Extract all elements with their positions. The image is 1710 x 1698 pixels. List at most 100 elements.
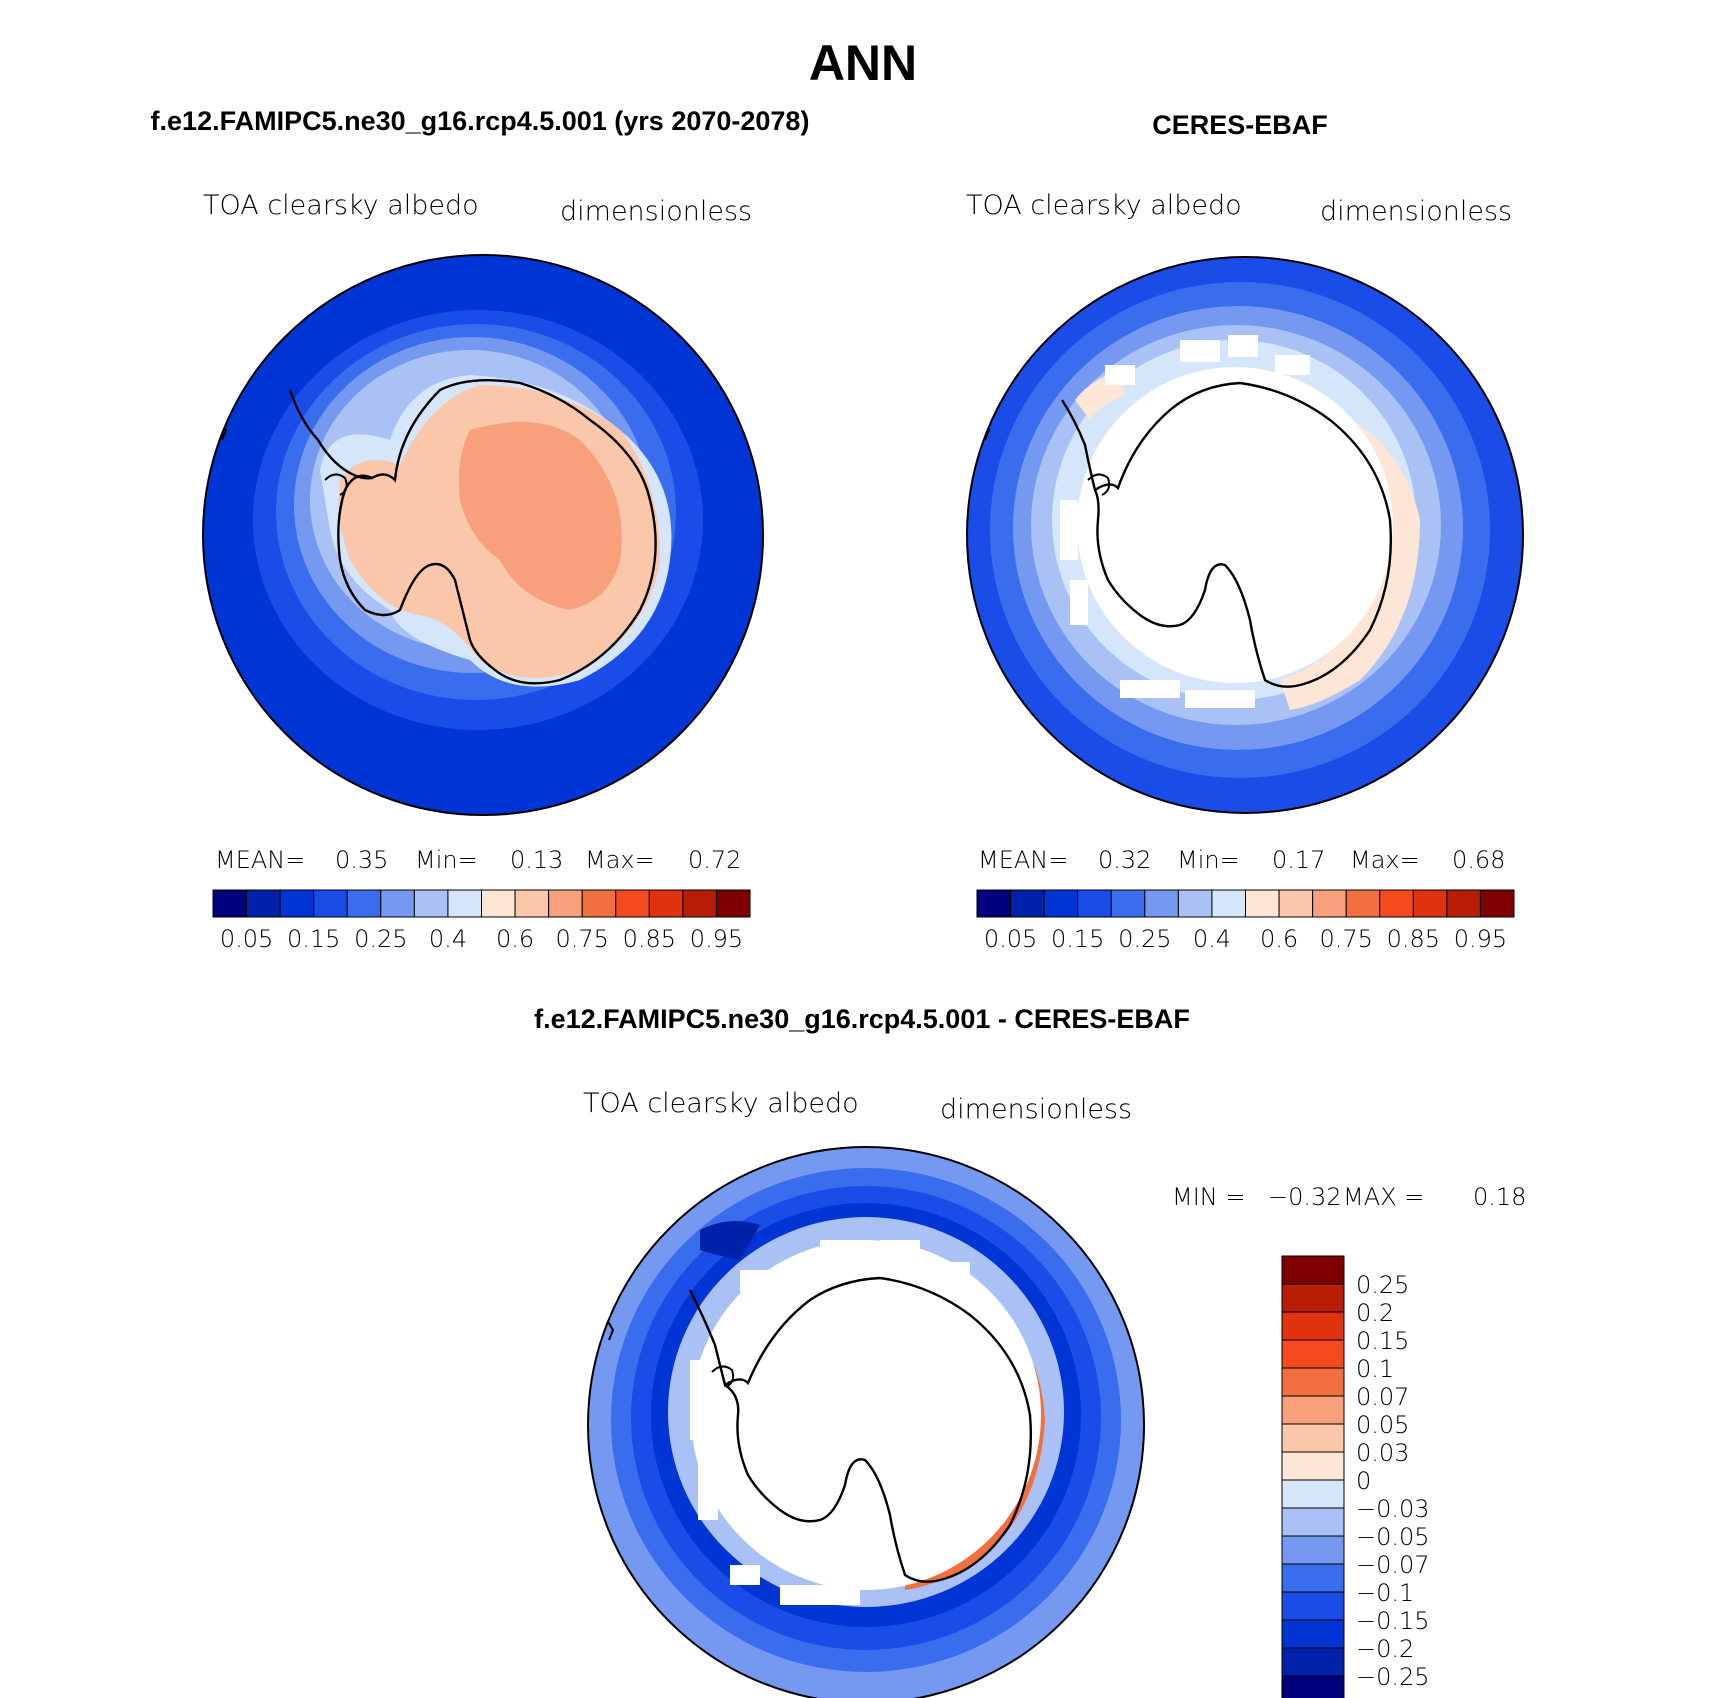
svg-text:Max=: Max= xyxy=(1350,846,1420,874)
svg-text:Max=: Max= xyxy=(585,846,655,874)
colorbar-obs-swatch xyxy=(1211,889,1246,918)
colorbar-obs-swatch xyxy=(1379,889,1414,918)
colorbar-diff-tick-label: −0.2 xyxy=(1356,1635,1414,1663)
panel-model-variable: TOA clearsky albedo xyxy=(203,190,479,221)
colorbar-diff-swatch xyxy=(1281,1395,1345,1425)
stats-obs-max: 0.68 xyxy=(1452,846,1505,874)
panel-diff-header: f.e12.FAMIPC5.ne30_g16.rcp4.5.001 - CERE… xyxy=(534,1004,1190,1034)
svg-text:Min=: Min= xyxy=(1177,846,1240,874)
colorbar-diff-tick-label: 0.15 xyxy=(1356,1327,1409,1355)
panel-obs-header: CERES-EBAF xyxy=(1152,110,1328,140)
colorbar-diff: 0.250.20.150.10.070.050.030−0.03−0.05−0.… xyxy=(1281,1255,1430,1698)
colorbar-diff-swatch xyxy=(1281,1311,1345,1341)
colorbar-obs-tick-label: 0.15 xyxy=(1051,925,1104,953)
stats-diff-max: 0.18 xyxy=(1473,1183,1526,1211)
colorbar-obs-swatch xyxy=(1144,889,1179,918)
stats-obs: MEAN= 0.32 Min= 0.17 Max= 0.68 xyxy=(978,846,1505,874)
colorbar-obs-swatch xyxy=(1245,889,1280,918)
colorbar-diff-swatch xyxy=(1281,1339,1345,1369)
colorbar-diff-tick-label: −0.25 xyxy=(1356,1663,1430,1691)
colorbar-model-swatch xyxy=(682,889,717,918)
colorbar-diff-tick-label: 0 xyxy=(1356,1467,1371,1495)
colorbar-obs-swatch xyxy=(1177,889,1213,918)
stats-model-max: 0.72 xyxy=(688,846,741,874)
colorbar-diff-swatch xyxy=(1281,1283,1345,1313)
map-model-border xyxy=(202,254,764,816)
colorbar-obs-tick-label: 0.95 xyxy=(1454,925,1507,953)
colorbar-diff-swatch xyxy=(1281,1479,1345,1509)
colorbar-obs-tick-label: 0.25 xyxy=(1118,925,1171,953)
colorbar-model-swatch xyxy=(313,889,348,918)
svg-text:MEAN=: MEAN= xyxy=(215,846,305,874)
colorbar-diff-tick-label: 0.03 xyxy=(1356,1439,1409,1467)
colorbar-model-swatch xyxy=(715,889,751,918)
colorbar-model-tick-label: 0.95 xyxy=(690,925,743,953)
colorbar-diff-tick-label: −0.07 xyxy=(1356,1551,1430,1579)
svg-text:Min=: Min= xyxy=(415,846,478,874)
stats-obs-mean: 0.32 xyxy=(1098,846,1151,874)
svg-text:MIN =: MIN = xyxy=(1172,1183,1245,1211)
stats-diff-min: −0.32 xyxy=(1268,1183,1342,1211)
colorbar-model-tick-label: 0.6 xyxy=(496,925,534,953)
colorbar-model-tick-label: 0.15 xyxy=(287,925,340,953)
colorbar-obs-swatch xyxy=(976,889,1012,918)
colorbar-diff-swatch xyxy=(1281,1451,1345,1481)
panel-model-header: f.e12.FAMIPC5.ne30_g16.rcp4.5.001 (yrs 2… xyxy=(151,106,810,136)
panel-obs-units: dimensionless xyxy=(1320,196,1512,227)
colorbar-diff-swatch xyxy=(1281,1507,1345,1537)
stats-model-min: 0.13 xyxy=(510,846,563,874)
colorbar-obs-swatch xyxy=(1312,889,1347,918)
panel-obs-variable: TOA clearsky albedo xyxy=(966,190,1242,221)
stats-model-mean: 0.35 xyxy=(335,846,388,874)
colorbar-diff-swatch xyxy=(1281,1563,1345,1593)
colorbar-model-tick-label: 0.85 xyxy=(623,925,676,953)
colorbar-model-tick-label: 0.4 xyxy=(429,925,467,953)
colorbar-model-swatch xyxy=(548,889,583,918)
colorbar-diff-swatch xyxy=(1281,1647,1345,1677)
colorbar-model-swatch xyxy=(279,889,315,918)
colorbar-diff-tick-label: −0.1 xyxy=(1356,1579,1414,1607)
colorbar-obs-swatch xyxy=(1077,889,1112,918)
colorbar-obs-swatch xyxy=(1043,889,1079,918)
colorbar-obs-tick-label: 0.05 xyxy=(984,925,1037,953)
map-model xyxy=(203,255,763,815)
colorbar-diff-tick-label: −0.15 xyxy=(1356,1607,1430,1635)
panel-model-units: dimensionless xyxy=(560,196,752,227)
colorbar-diff-tick-label: 0.07 xyxy=(1356,1383,1409,1411)
svg-text:MAX =: MAX = xyxy=(1343,1183,1424,1211)
colorbar-diff-swatch xyxy=(1281,1423,1345,1453)
colorbar-obs-swatch xyxy=(1110,889,1146,918)
colorbar-model-swatch xyxy=(648,889,684,918)
colorbar-diff-swatch xyxy=(1281,1255,1345,1285)
colorbar-model-swatch xyxy=(380,889,415,918)
map-obs xyxy=(967,257,1523,813)
stats-model: MEAN= 0.35 Min= 0.13 Max= 0.72 xyxy=(215,846,741,874)
stats-diff: MIN = −0.32 MAX = 0.18 xyxy=(1172,1183,1526,1211)
colorbar-diff-tick-label: 0.05 xyxy=(1356,1411,1409,1439)
panel-diff-variable: TOA clearsky albedo xyxy=(583,1088,859,1119)
colorbar-obs-swatch xyxy=(1446,889,1481,918)
colorbar-model-swatch xyxy=(447,889,482,918)
colorbar-obs-tick-label: 0.4 xyxy=(1193,925,1231,953)
colorbar-diff-tick-label: −0.03 xyxy=(1356,1495,1430,1523)
colorbar-diff-tick-label: −0.05 xyxy=(1356,1523,1430,1551)
panel-diff-units: dimensionless xyxy=(940,1094,1132,1125)
colorbar-diff-tick-label: 0.25 xyxy=(1356,1271,1409,1299)
colorbar-diff-swatch xyxy=(1281,1675,1345,1698)
colorbar-obs-swatch xyxy=(1479,889,1515,918)
colorbar-obs-swatch xyxy=(1010,889,1045,918)
colorbar-model-swatch xyxy=(212,889,248,918)
colorbar-obs-tick-label: 0.6 xyxy=(1260,925,1298,953)
colorbar-model-swatch xyxy=(514,889,550,918)
colorbar-diff-swatch xyxy=(1281,1619,1345,1649)
colorbar-model-tick-label: 0.25 xyxy=(354,925,407,953)
main-title: ANN xyxy=(809,35,917,91)
colorbar-model-tick-label: 0.75 xyxy=(555,925,608,953)
colorbar-diff-tick-label: 0.1 xyxy=(1356,1355,1394,1383)
colorbar-obs-tick-label: 0.75 xyxy=(1319,925,1372,953)
colorbar-obs-tick-label: 0.85 xyxy=(1387,925,1440,953)
colorbar-diff-tick-label: 0.2 xyxy=(1356,1299,1394,1327)
colorbar-model: 0.05 0.15 0.25 0.4 0.6 0.75 0.85 0.95 xyxy=(212,889,751,953)
svg-text:MEAN=: MEAN= xyxy=(978,846,1068,874)
